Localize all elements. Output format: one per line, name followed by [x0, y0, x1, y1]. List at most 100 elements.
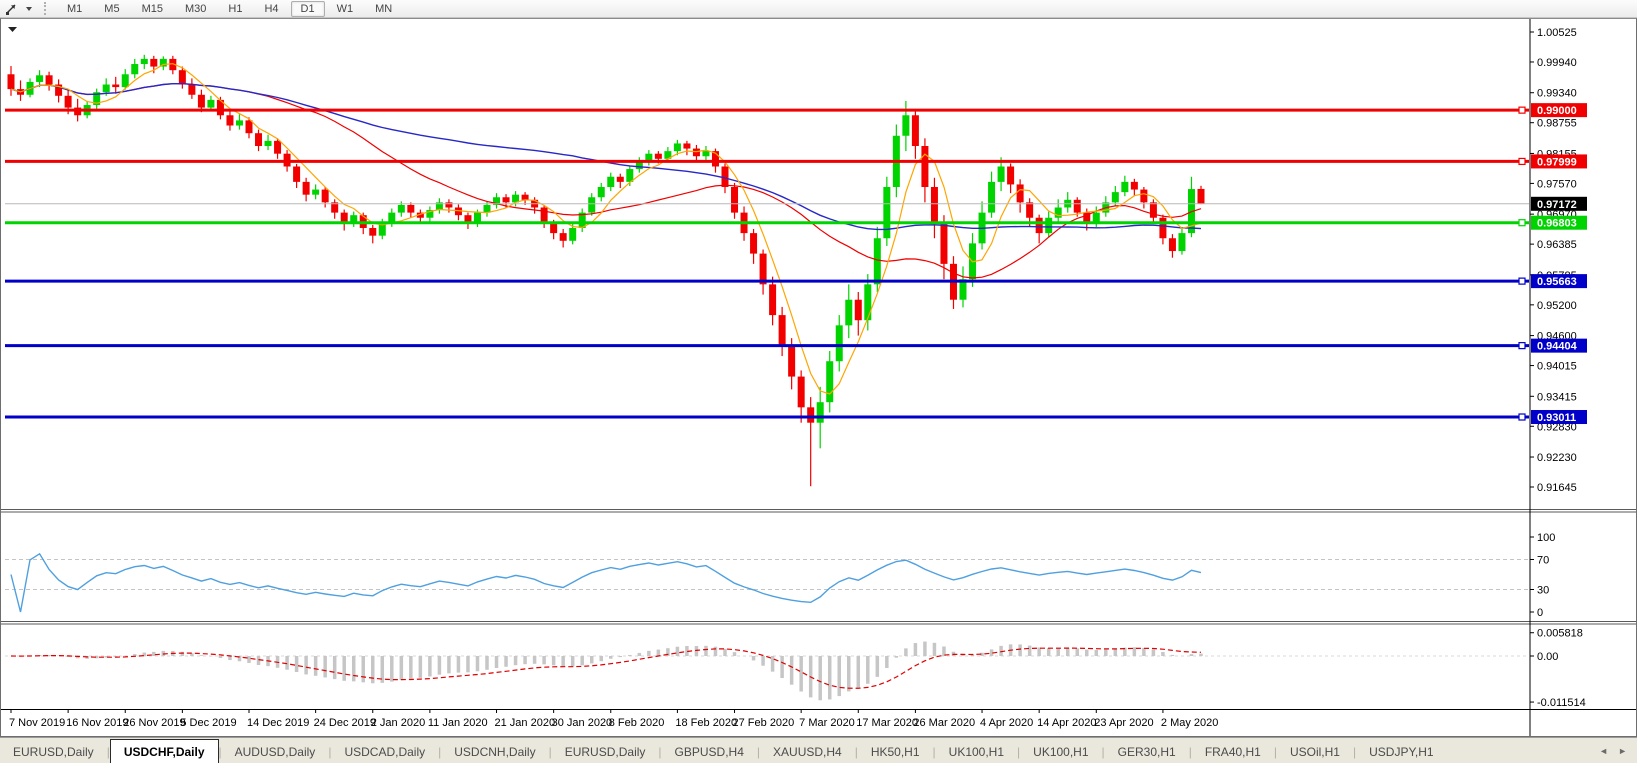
line-handle-marker[interactable]	[1518, 342, 1526, 350]
tab-usdcnh-daily[interactable]: USDCNH,Daily	[454, 744, 536, 759]
timeframe-button-m30[interactable]: M30	[184, 2, 207, 15]
candle-body-bullish	[626, 169, 634, 182]
line-handle-marker[interactable]	[1518, 219, 1526, 227]
price-level-badge	[1531, 338, 1587, 353]
tabs-scroll-left-icon[interactable]: ◄	[1599, 745, 1609, 756]
candle-body-bearish	[540, 207, 548, 223]
price-tick-label: 0.92830	[1537, 421, 1577, 433]
candle-body-bullish	[1111, 192, 1119, 203]
tab-uk100-h1[interactable]: UK100,H1	[1033, 744, 1089, 759]
tab-fra40-h1[interactable]: FRA40,H1	[1204, 744, 1261, 759]
cursor-tool-icon[interactable]	[4, 1, 24, 16]
macd-indicator-pane[interactable]: 0.005818 0.00 -0.011514	[1, 621, 1636, 709]
date-tick-label: 4 Apr 2020	[980, 717, 1033, 729]
candle-body-bearish	[1073, 199, 1081, 213]
timeframe-button-mn[interactable]: MN	[375, 2, 393, 15]
price-tick-label: 0.97570	[1537, 178, 1577, 190]
candle-body-bearish	[750, 233, 758, 254]
price-tick-label: 0.92230	[1537, 452, 1577, 464]
date-tick-label: 26 Mar 2020	[913, 717, 975, 729]
rsi-tick-label: 100	[1537, 532, 1555, 544]
tab-separator: |	[1352, 744, 1357, 759]
tab-usoil-h1[interactable]: USOil,H1	[1289, 744, 1340, 759]
candle-body-bearish	[521, 194, 529, 200]
tab-usdchf-daily[interactable]: USDCHF,Daily	[109, 739, 219, 763]
candle-body-bearish	[150, 58, 158, 67]
candle-body-bearish	[711, 151, 719, 167]
tab-separator: |	[1017, 744, 1021, 759]
candle-body-bearish	[1159, 217, 1167, 239]
tab-separator: |	[328, 744, 332, 759]
candle-body-bearish	[721, 166, 729, 187]
timeframe-button-m15[interactable]: M15	[141, 2, 163, 15]
tab-uk100-h1[interactable]: UK100,H1	[948, 744, 1005, 759]
candle-body-bullish	[702, 151, 710, 157]
rsi-indicator-pane[interactable]: 100 70 30 0	[1, 509, 1636, 621]
candle-body-bearish	[112, 84, 120, 88]
price-level-badge-label: 0.95663	[1537, 276, 1577, 288]
tool-dropdown-caret-icon[interactable]	[24, 1, 34, 16]
price-tick-label: 0.94015	[1537, 361, 1577, 373]
rsi-tick-label: 0	[1537, 607, 1543, 619]
price-level-badge	[1531, 196, 1587, 211]
candle-body-bullish	[588, 197, 596, 213]
tab-eurusd-daily[interactable]: EURUSD,Daily	[564, 744, 646, 759]
timeframe-button-m1[interactable]: M1	[67, 2, 83, 15]
candle-body-bearish	[197, 94, 205, 108]
tab-xauusd-h4[interactable]: XAUUSD,H4	[773, 744, 842, 759]
candle-body-bearish	[454, 207, 462, 216]
date-tick-label: 23 Apr 2020	[1094, 717, 1153, 729]
candle-body-bullish	[1178, 233, 1186, 252]
candle-body-bullish	[435, 202, 443, 211]
price-level-badge	[1531, 154, 1587, 169]
tab-audusd-daily[interactable]: AUDUSD,Daily	[234, 744, 316, 759]
date-tick-label: 18 Feb 2020	[675, 717, 737, 729]
line-handle-marker[interactable]	[1518, 413, 1526, 421]
candle-body-bearish	[759, 253, 767, 285]
candle-body-bullish	[426, 210, 434, 218]
macd-tick-label: -0.011514	[1537, 697, 1586, 709]
candle-body-bearish	[245, 120, 253, 134]
tab-usdcad-daily[interactable]: USDCAD,Daily	[344, 744, 426, 759]
tab-gbpusd-h4[interactable]: GBPUSD,H4	[674, 744, 744, 759]
tab-separator: |	[1101, 744, 1105, 759]
date-tick-label: 17 Mar 2020	[856, 717, 918, 729]
tab-ger30-h1[interactable]: GER30,H1	[1117, 744, 1176, 759]
candle-body-bullish	[664, 151, 672, 159]
timeframe-button-d1[interactable]: D1	[290, 0, 325, 17]
candle-body-bearish	[1007, 166, 1015, 185]
line-handle-marker[interactable]	[1518, 106, 1526, 114]
candle-body-bearish	[1026, 202, 1034, 218]
date-tick-label: 8 Feb 2020	[609, 717, 665, 729]
date-tick-label: 21 Jan 2020	[495, 717, 556, 729]
candle-body-bullish	[397, 204, 405, 213]
tab-eurusd-daily[interactable]: EURUSD,Daily	[13, 744, 94, 759]
price-tick-label: 0.93415	[1537, 391, 1577, 403]
line-handle-marker[interactable]	[1518, 277, 1526, 285]
timeframe-button-h1[interactable]: H1	[228, 2, 243, 15]
candle-body-bullish	[873, 238, 881, 285]
candle-body-bearish	[188, 84, 196, 95]
chart-title-caret-icon[interactable]	[8, 27, 17, 32]
price-level-badge-label: 0.99000	[1537, 105, 1577, 117]
timeframe-button-m5[interactable]: M5	[104, 2, 120, 15]
date-tick-label: 24 Dec 2019	[314, 717, 376, 729]
chart-window: 1.005250.999400.993400.987550.981550.975…	[0, 18, 1637, 737]
main-price-chart[interactable]: 1.005250.999400.993400.987550.981550.975…	[1, 19, 1636, 509]
date-tick-label: 14 Dec 2019	[247, 717, 309, 729]
line-handle-marker[interactable]	[1518, 157, 1526, 166]
timeframe-button-w1[interactable]: W1	[336, 2, 354, 15]
tab-separator: |	[548, 744, 552, 759]
candle-body-bearish	[654, 153, 662, 159]
price-level-badge-label: 0.94404	[1537, 341, 1578, 353]
candle-body-bearish	[1168, 238, 1176, 252]
timeframe-button-h4[interactable]: H4	[264, 2, 279, 15]
tabs-scroll-right-icon[interactable]: ►	[1618, 745, 1627, 756]
tab-usdjpy-h1[interactable]: USDJPY,H1	[1369, 744, 1434, 759]
tab-hk50-h1[interactable]: HK50,H1	[870, 744, 920, 759]
price-level-badge-label: 0.97999	[1537, 156, 1577, 168]
candle-body-bearish	[1149, 202, 1157, 218]
candle-body-bearish	[1016, 184, 1024, 203]
moving-average-fast-line	[10, 63, 1202, 395]
